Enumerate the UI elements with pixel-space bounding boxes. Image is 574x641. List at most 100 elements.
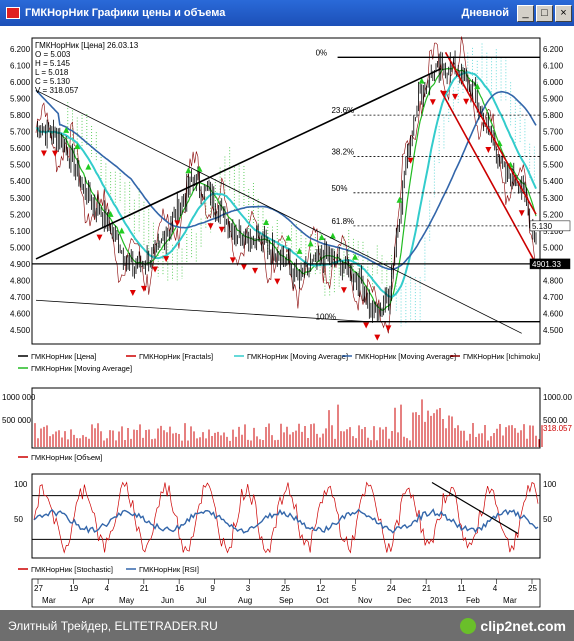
close-button[interactable]: ×	[555, 4, 572, 22]
chart-svg[interactable]: 6.200 6.200 6.100 6.100 6.000 6.000 5.900 5.900…	[0, 26, 574, 610]
fractal-up-arrow	[352, 253, 359, 260]
oscillator-trend-line	[431, 481, 519, 535]
fractal-up-arrow	[74, 143, 81, 150]
moving-average-blue	[35, 89, 537, 271]
price-info-line: V = 318.057	[35, 86, 79, 95]
x-month-label: Mar	[42, 596, 56, 605]
legend-label: ГМКНорНик [Цена]	[31, 352, 96, 361]
moving-average-cyan	[35, 71, 537, 298]
price-tick-left: 5.900	[10, 95, 31, 104]
osc-tick-left: 50	[14, 515, 23, 524]
price-tick-left: 4.600	[10, 309, 31, 318]
fractal-down-arrow	[485, 146, 492, 153]
fractal-down-arrow	[52, 150, 59, 157]
volume-legend: ГМКНорНик [Объем]	[18, 453, 102, 462]
fractal-up-arrow	[307, 240, 314, 247]
fib-level-label: 38.2%	[331, 147, 354, 156]
price-info-line: C = 5.130	[35, 77, 70, 86]
trend-lines	[35, 51, 537, 334]
footer: Элитный Трейдер, ELITETRADER.RU clip2net…	[0, 610, 574, 641]
x-day-label: 12	[316, 584, 325, 593]
price-tick-left: 5.100	[10, 227, 31, 236]
price-tick-left: 5.800	[10, 111, 31, 120]
fractal-up-arrow	[185, 167, 192, 174]
price-info-line: H = 5.145	[35, 59, 70, 68]
volume-bars	[34, 399, 543, 447]
period-label[interactable]: Дневной	[461, 7, 510, 19]
fractal-down-arrow	[340, 287, 347, 294]
fractal-down-arrow	[407, 157, 414, 164]
fractal-up-arrow	[118, 227, 125, 234]
fractal-up-arrow	[396, 196, 403, 203]
price-tick-right: 5.400	[543, 177, 564, 186]
fractal-up-arrow	[474, 83, 481, 90]
fractal-up-arrow	[285, 234, 292, 241]
price-tick-right: 5.700	[543, 128, 564, 137]
fractal-down-arrow	[163, 256, 170, 263]
clip2net-logo-icon	[460, 617, 477, 634]
x-day-label: 16	[175, 584, 184, 593]
legend-label: ГМКНорНик [Moving Average]	[355, 352, 456, 361]
volume-right-mark: 318.057	[543, 424, 572, 433]
price-tick-left: 4.800	[10, 276, 31, 285]
maximize-button[interactable]: □	[536, 4, 553, 22]
x-day-label: 27	[34, 584, 43, 593]
volume-tick-right: 1000.00	[543, 393, 572, 402]
x-month-label: Aug	[238, 596, 252, 605]
x-month-label: Feb	[466, 596, 480, 605]
x-axis: 27 19 4 21 16 9 3 25 12 5 24 21 11 4 25 Mar Apr May Jun Jul…	[31, 578, 541, 608]
volume-tick-left: 500 000	[2, 416, 31, 425]
price-right-marks: 5.130 4901.33	[529, 220, 571, 270]
price-tick-right: 4.700	[543, 293, 564, 302]
fractal-down-arrow	[218, 226, 225, 233]
x-axis-frame	[31, 578, 541, 608]
price-tick-left: 5.300	[10, 194, 31, 203]
x-month-label: Sep	[279, 596, 294, 605]
fractal-down-arrow	[463, 98, 470, 105]
fractal-down-arrow	[518, 210, 525, 217]
chart-area[interactable]: 6.200 6.200 6.100 6.100 6.000 6.000 5.900 5.900…	[0, 26, 574, 610]
x-month-label: Apr	[82, 596, 95, 605]
fractal-down-arrow	[96, 234, 103, 241]
price-tick-left: 6.100	[10, 62, 31, 71]
price-tick-left: 4.700	[10, 293, 31, 302]
fractal-down-arrow	[429, 99, 436, 106]
price-tick-right: 5.000	[543, 243, 564, 252]
fractal-up-arrow	[85, 163, 92, 170]
price-tick-left: 6.200	[10, 45, 31, 54]
red-trend-line-upper	[444, 51, 537, 215]
price-tick-right: 5.800	[543, 111, 564, 120]
fractal-up-arrow	[296, 247, 303, 254]
minimize-button[interactable]: _	[517, 4, 534, 22]
oscillator-y-axis: 100 100 50 50	[14, 480, 557, 524]
x-day-label: 9	[210, 584, 215, 593]
x-month-label: May	[119, 596, 134, 605]
fractal-down-arrow	[452, 93, 459, 100]
fractal-down-arrow	[174, 220, 181, 227]
price-tick-left: 5.500	[10, 161, 31, 170]
x-day-label: 4	[493, 584, 498, 593]
legend-label: ГМКНорНик [Ichimoku]	[463, 352, 540, 361]
legend-label: ГМКНорНик [Moving Average]	[31, 364, 132, 373]
fractal-down-arrow	[207, 223, 214, 230]
price-tick-right: 6.200	[543, 45, 564, 54]
lower-trend-line	[35, 299, 370, 323]
osc-tick-right: 50	[543, 515, 552, 524]
price-tick-left: 5.000	[10, 243, 31, 252]
price-tick-right: 5.200	[543, 210, 564, 219]
legend-label: ГМКНорНик [Объем]	[31, 453, 102, 462]
price-tick-right: 4.800	[543, 276, 564, 285]
red-trend-line-lower	[440, 89, 537, 265]
fractal-down-arrow	[363, 322, 370, 329]
footer-brand[interactable]: clip2net.com	[460, 617, 566, 634]
x-month-label: Nov	[358, 596, 372, 605]
legend-label: ГМКНорНик [Fractals]	[139, 352, 213, 361]
price-tick-left: 4.500	[10, 326, 31, 335]
stochastic-line	[33, 481, 539, 554]
fibonacci-levels: 0% 23.6% 38.2% 50% 61.8% 100%	[32, 48, 540, 323]
price-info-line: ГМКНорНик [Цена] 26.03.13	[35, 41, 139, 50]
price-tick-right: 5.600	[543, 144, 564, 153]
footer-brand-text: clip2net.com	[480, 617, 566, 634]
